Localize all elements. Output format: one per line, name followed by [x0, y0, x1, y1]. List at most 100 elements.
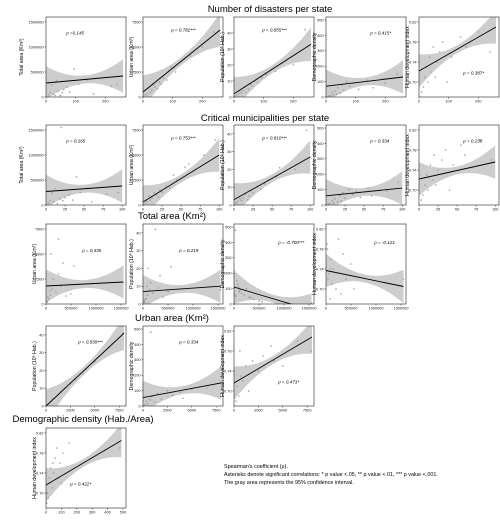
x-tick-label: 1000000: [185, 306, 201, 311]
data-point: [343, 89, 345, 91]
panel-11: 0 500000 1000000 1500000 0 2500 5000 7500 Urban …: [32, 223, 129, 311]
regression-line: [143, 154, 220, 203]
x-tick-label: 500000: [345, 306, 359, 311]
rho-annotation: ρ = 0.387*: [462, 71, 484, 76]
y-axis-label: Population (10⁶ Hab.): [129, 239, 135, 289]
data-point: [49, 467, 52, 469]
x-tick-label: 100: [352, 99, 359, 104]
data-point: [292, 64, 295, 66]
y-tick-label: 0: [41, 94, 44, 99]
regression-line: [326, 187, 403, 197]
data-point: [156, 88, 158, 90]
data-point: [305, 129, 308, 132]
data-point: [162, 77, 165, 79]
x-tick-label: 200: [382, 99, 389, 104]
panel-2: 0 100 200 0 2500 5000 7500 Urban area (Km²) ρ = …: [129, 16, 224, 104]
data-point: [348, 85, 351, 87]
y-axis-label: Human development index: [405, 134, 411, 196]
data-point: [402, 278, 405, 280]
x-tick-label: 100: [399, 207, 406, 212]
data-point: [154, 228, 157, 231]
x-tick-label: 50: [82, 207, 87, 212]
data-point: [240, 375, 242, 377]
panel-18: 0 100 200 300 400 500 0.70 0.74 0.78 0.82 Human de…: [32, 427, 127, 515]
data-point: [243, 294, 245, 296]
y-tick-label: 0.70: [409, 187, 417, 192]
data-point: [359, 196, 362, 199]
x-tick-label: 75: [198, 207, 202, 212]
data-point: [48, 477, 50, 479]
data-point: [60, 126, 62, 129]
data-point: [244, 365, 247, 367]
data-point: [329, 298, 331, 300]
data-point: [189, 55, 192, 57]
data-point: [294, 168, 296, 171]
y-tick-label: 20: [227, 62, 232, 67]
data-point: [342, 191, 344, 194]
data-point: [144, 94, 147, 96]
data-point: [372, 87, 375, 89]
y-tick-label: 5000: [35, 251, 44, 256]
y-axis-label: Urban area (Km²): [32, 244, 38, 285]
rho-annotation: ρ = 0.939***: [77, 340, 103, 345]
data-point: [50, 253, 52, 255]
panel-14: 0 500000 1000000 1500000 0.70 0.74 0.78 0.82 Hum…: [312, 223, 409, 311]
y-tick-label: 0.70: [36, 490, 44, 495]
data-point: [62, 452, 64, 454]
y-axis-label: Demographic density: [129, 341, 135, 390]
data-point: [261, 300, 263, 303]
data-point: [433, 154, 436, 156]
panel-frame: [233, 124, 315, 206]
y-tick-label: 5000: [132, 44, 141, 49]
data-point: [250, 297, 252, 299]
data-point: [166, 389, 169, 392]
data-point: [62, 262, 64, 264]
y-tick-label: 300: [317, 48, 324, 53]
y-tick-label: 0: [138, 403, 141, 408]
data-point: [296, 340, 299, 342]
regression-line: [326, 76, 404, 87]
panel-frame: [418, 124, 500, 206]
data-point: [256, 81, 259, 84]
data-point: [251, 85, 253, 87]
data-point: [170, 66, 172, 68]
data-point: [172, 174, 175, 176]
data-point: [47, 94, 50, 96]
x-tick-label: 50: [362, 207, 367, 212]
data-point: [55, 291, 57, 293]
data-point: [337, 87, 339, 89]
panel-10: 0 25 50 75 100 0.70 0.74 0.78 0.82 Human developm…: [405, 124, 500, 212]
data-point: [182, 397, 184, 400]
panel-1: 0 100 200 0 500000 1000000 1500000 Total area (…: [19, 16, 127, 104]
x-tick-label: 2500: [254, 408, 263, 413]
data-point: [437, 169, 439, 171]
data-point: [82, 373, 84, 375]
x-tick-label: 1500000: [113, 306, 129, 311]
y-tick-label: 0: [138, 301, 141, 306]
x-tick-label: 100: [216, 207, 223, 212]
y-tick-label: 200: [225, 271, 232, 276]
data-point: [332, 268, 335, 270]
data-point: [335, 288, 337, 290]
data-point: [259, 188, 262, 190]
data-point: [310, 350, 312, 352]
x-tick-label: 0: [233, 408, 236, 413]
y-tick-label: 10: [227, 185, 232, 190]
x-tick-label: 100: [492, 207, 499, 212]
y-tick-label: 400: [317, 33, 324, 38]
confidence-band: [419, 17, 496, 88]
data-point: [159, 274, 161, 277]
data-point: [156, 392, 159, 395]
rho-annotation: ρ = 0.334: [178, 340, 199, 345]
y-tick-label: 7500: [132, 127, 141, 132]
confidence-band: [46, 169, 123, 205]
data-point: [71, 199, 74, 201]
rho-annotation: ρ = 0.422*: [69, 482, 91, 487]
data-point: [47, 202, 50, 204]
y-tick-label: 500: [225, 224, 232, 229]
data-point: [147, 267, 149, 270]
panel-17: 0 2500 5000 7500 0.70 0.74 0.78 0.82 Human devel…: [220, 325, 315, 413]
x-tick-label: 0: [142, 408, 145, 413]
data-point: [384, 82, 387, 84]
panel-frame: [418, 16, 500, 98]
